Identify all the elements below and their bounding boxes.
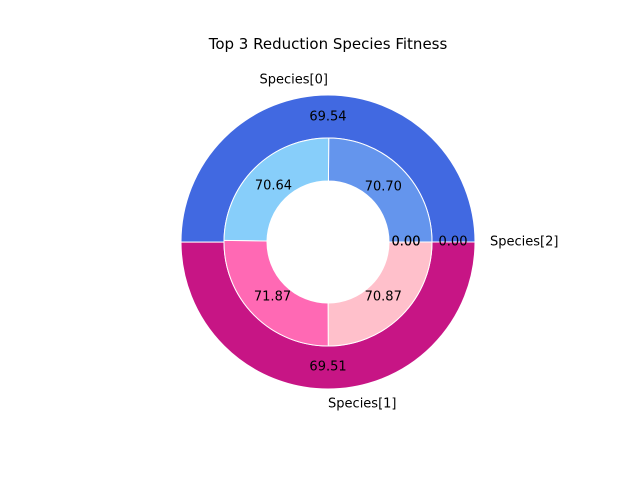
inner-wedge-0 bbox=[327, 137, 433, 243]
inner-value-label-5: 0.00 bbox=[392, 235, 421, 250]
outer-category-label-2: Species[2] bbox=[490, 235, 558, 250]
outer-value-label-1: 69.51 bbox=[309, 360, 346, 375]
inner-ring bbox=[223, 137, 433, 347]
inner-wedge-2 bbox=[223, 239, 329, 347]
outer-value-label-2: 0.00 bbox=[439, 235, 468, 250]
inner-wedge-3 bbox=[327, 241, 433, 347]
inner-value-label-1: 70.64 bbox=[255, 179, 292, 194]
outer-value-label-0: 69.54 bbox=[309, 110, 346, 125]
outer-category-label-0: Species[0] bbox=[259, 73, 327, 88]
chart-labels: 69.54 Species[0] 69.51 Species[1] 0.00 Specie… bbox=[254, 73, 559, 412]
chart-title: Top 3 Reduction Species Fitness bbox=[208, 35, 448, 53]
inner-value-label-3: 70.87 bbox=[365, 290, 402, 305]
inner-value-label-4: 0.00 bbox=[392, 235, 421, 250]
outer-category-label-1: Species[1] bbox=[328, 397, 396, 412]
inner-value-label-2: 71.87 bbox=[254, 289, 291, 304]
inner-wedge-1 bbox=[223, 137, 330, 242]
inner-value-label-0: 70.70 bbox=[365, 180, 402, 195]
